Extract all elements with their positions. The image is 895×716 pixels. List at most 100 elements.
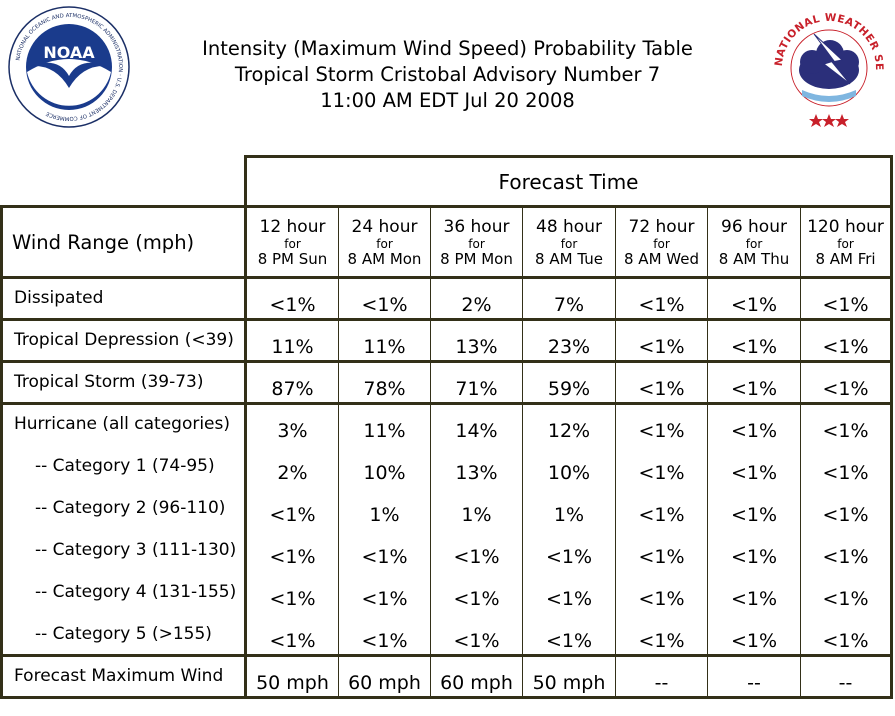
column-header: 96 hour for 8 AM Thu [707, 205, 800, 279]
table-cell: <1% [615, 615, 707, 657]
table-cell: <1% [615, 405, 707, 447]
row-label: Tropical Storm (39-73) [0, 363, 244, 405]
table-cell: <1% [338, 573, 430, 615]
table-cell: <1% [615, 321, 707, 363]
forecast-time-row: Forecast Time [0, 155, 894, 205]
table-cell: 50 mph [522, 657, 615, 699]
table-cell: -- [800, 657, 894, 699]
table-cell: <1% [800, 615, 894, 657]
table-cell: 12% [522, 405, 615, 447]
table-cell: 60 mph [430, 657, 522, 699]
table-cell: <1% [800, 405, 894, 447]
table-cell: <1% [244, 573, 338, 615]
table-row: -- Category 5 (>155) <1% <1% <1% <1% <1%… [0, 615, 894, 657]
table-row: -- Category 2 (96-110) <1% 1% 1% 1% <1% … [0, 489, 894, 531]
column-header: 24 hour for 8 AM Mon [338, 205, 430, 279]
forecast-time-label: Forecast Time [244, 155, 894, 205]
table-row: Hurricane (all categories) 3% 11% 14% 12… [0, 405, 894, 447]
row-label: -- Category 3 (111-130) [0, 531, 244, 573]
table-cell: <1% [615, 447, 707, 489]
row-label: Hurricane (all categories) [0, 405, 244, 447]
table-cell: <1% [707, 447, 800, 489]
table-cell: <1% [615, 279, 707, 321]
table-cell: <1% [430, 615, 522, 657]
table-row: Tropical Storm (39-73) 87% 78% 71% 59% <… [0, 363, 894, 405]
table-cell: 1% [338, 489, 430, 531]
svg-text:NOAA: NOAA [43, 43, 95, 62]
column-header: 48 hour for 8 AM Tue [522, 205, 615, 279]
probability-table: Forecast Time 12 hour for 8 PM Sun 24 hour… [0, 155, 894, 699]
table-row: -- Category 1 (74-95) 2% 10% 13% 10% <1%… [0, 447, 894, 489]
page-title: Intensity (Maximum Wind Speed) Probabili… [160, 36, 735, 114]
table-cell: <1% [707, 615, 800, 657]
wind-range-header-row: Wind Range (mph) [0, 205, 893, 279]
table-cell: 2% [244, 447, 338, 489]
row-label: -- Category 1 (74-95) [0, 447, 244, 489]
row-label: Forecast Maximum Wind [0, 657, 244, 699]
table-cell: 7% [522, 279, 615, 321]
row-label: Dissipated [0, 279, 244, 321]
table-cell: 87% [244, 363, 338, 405]
row-label: -- Category 5 (>155) [0, 615, 244, 657]
table-cell: <1% [800, 573, 894, 615]
table-cell: 78% [338, 363, 430, 405]
table-cell: 60 mph [338, 657, 430, 699]
table-cell: 14% [430, 405, 522, 447]
table-cell: <1% [615, 489, 707, 531]
table-cell: <1% [244, 531, 338, 573]
column-header: 12 hour for 8 PM Sun [244, 205, 338, 279]
table-cell: <1% [707, 573, 800, 615]
column-header: 72 hour for 8 AM Wed [615, 205, 707, 279]
table-cell: 50 mph [244, 657, 338, 699]
table-cell: <1% [800, 447, 894, 489]
table-cell: <1% [430, 531, 522, 573]
wind-range-header: Wind Range (mph) [0, 205, 244, 279]
table-cell: 11% [338, 405, 430, 447]
table-cell: <1% [800, 363, 894, 405]
table-cell: <1% [522, 573, 615, 615]
table-cell: <1% [522, 615, 615, 657]
table-cell: 59% [522, 363, 615, 405]
table-cell: 13% [430, 321, 522, 363]
table-cell: <1% [707, 321, 800, 363]
table-cell: <1% [244, 615, 338, 657]
table-cell: <1% [707, 531, 800, 573]
row-label: Tropical Depression (<39) [0, 321, 244, 363]
table-cell: 2% [430, 279, 522, 321]
table-cell: 71% [430, 363, 522, 405]
table-cell: <1% [244, 489, 338, 531]
table-row: Dissipated <1% <1% 2% 7% <1% <1% <1% [0, 279, 894, 321]
table-cell: <1% [615, 531, 707, 573]
table-cell: <1% [338, 531, 430, 573]
nws-logo: NATIONAL WEATHER SERVICE [768, 0, 887, 129]
table-cell: 13% [430, 447, 522, 489]
row-label: -- Category 2 (96-110) [0, 489, 244, 531]
title-line-1: Intensity (Maximum Wind Speed) Probabili… [202, 37, 693, 60]
column-header: 120 hour for 8 AM Fri [800, 205, 894, 279]
table-cell: 1% [430, 489, 522, 531]
table-cell: <1% [338, 615, 430, 657]
table-cell: <1% [615, 573, 707, 615]
table-cell: <1% [615, 363, 707, 405]
table-cell: <1% [707, 405, 800, 447]
table-cell: <1% [244, 279, 338, 321]
table-row: -- Category 3 (111-130) <1% <1% <1% <1% … [0, 531, 894, 573]
table-cell: 3% [244, 405, 338, 447]
table-cell: 11% [244, 321, 338, 363]
table-cell: <1% [707, 279, 800, 321]
table-cell: <1% [522, 531, 615, 573]
table-cell: <1% [800, 279, 894, 321]
table-row: Tropical Depression (<39) 11% 11% 13% 23… [0, 321, 894, 363]
table-cell: 11% [338, 321, 430, 363]
table-cell: 1% [522, 489, 615, 531]
max-wind-row: Forecast Maximum Wind 50 mph 60 mph 60 m… [0, 657, 894, 699]
table-cell: 10% [522, 447, 615, 489]
title-line-3: 11:00 AM EDT Jul 20 2008 [320, 89, 575, 112]
row-label: -- Category 4 (131-155) [0, 573, 244, 615]
table-cell: 23% [522, 321, 615, 363]
title-line-2: Tropical Storm Cristobal Advisory Number… [234, 63, 661, 86]
table-cell: <1% [800, 531, 894, 573]
table-cell: -- [707, 657, 800, 699]
column-header: 36 hour for 8 PM Mon [430, 205, 522, 279]
table-cell: <1% [338, 279, 430, 321]
